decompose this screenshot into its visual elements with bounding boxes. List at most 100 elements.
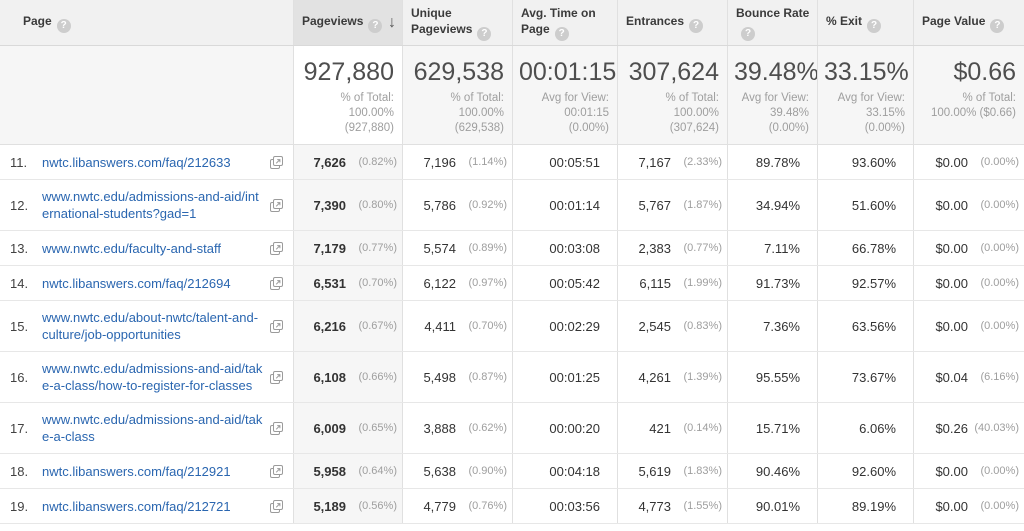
summary-subtext: (0.00%) bbox=[768, 122, 809, 134]
open-in-new-icon[interactable] bbox=[270, 198, 283, 212]
open-in-new-icon[interactable] bbox=[270, 370, 283, 384]
metric-value: 7,167 bbox=[638, 154, 671, 170]
page-link[interactable]: www.nwtc.edu/faculty-and-staff bbox=[42, 240, 221, 256]
avg-time-on-page-cell: 00:00:20 bbox=[512, 403, 617, 453]
metric-value: 63.56% bbox=[851, 318, 896, 334]
pageviews-cell: 7,179 (0.77%) bbox=[293, 231, 402, 265]
page-value-cell: $0.00 (0.00%) bbox=[913, 145, 1024, 179]
metric-value: 4,773 bbox=[638, 498, 671, 514]
column-header-percent-exit[interactable]: % Exit? bbox=[817, 0, 913, 45]
metric-percent: (0.56%) bbox=[358, 500, 397, 512]
page-link[interactable]: nwtc.libanswers.com/faq/212694 bbox=[42, 275, 231, 291]
summary-value: 307,624 bbox=[628, 58, 719, 86]
percent-exit-cell: 51.60% bbox=[817, 180, 913, 230]
metric-percent: (1.39%) bbox=[683, 371, 722, 383]
column-header-bounce-rate[interactable]: Bounce Rate? bbox=[727, 0, 817, 45]
bounce-rate-cell: 7.11% bbox=[727, 231, 817, 265]
summary-subtext: 33.15% bbox=[865, 107, 905, 119]
page-link[interactable]: nwtc.libanswers.com/faq/212721 bbox=[42, 498, 231, 514]
open-in-new-icon[interactable] bbox=[270, 241, 283, 255]
entrances-cell: 5,767 (1.87%) bbox=[617, 180, 727, 230]
metric-percent: (1.99%) bbox=[683, 277, 722, 289]
summary-subtext: 100.00% bbox=[673, 107, 719, 119]
metric-percent: (0.00%) bbox=[980, 199, 1019, 211]
metric-value: $0.00 bbox=[935, 240, 968, 256]
column-header-pageviews[interactable]: Pageviews? ↓ bbox=[293, 0, 402, 45]
metric-value: 00:05:51 bbox=[549, 154, 600, 170]
open-in-new-icon[interactable] bbox=[270, 319, 283, 333]
metric-percent: (6.16%) bbox=[980, 371, 1019, 383]
help-icon[interactable]: ? bbox=[990, 18, 1005, 33]
avg-time-on-page-cell: 00:05:51 bbox=[512, 145, 617, 179]
table-row: 12. www.nwtc.edu/admissions-and-aid/inte… bbox=[0, 180, 1024, 231]
summary-subtext: (0.00%) bbox=[864, 122, 905, 134]
page-link[interactable]: www.nwtc.edu/admissions-and-aid/internat… bbox=[42, 189, 259, 221]
open-in-new-icon[interactable] bbox=[270, 499, 283, 513]
bounce-rate-cell: 91.73% bbox=[727, 266, 817, 300]
help-icon[interactable]: ? bbox=[554, 26, 569, 41]
summary-value: 927,880 bbox=[303, 58, 394, 86]
help-icon[interactable]: ? bbox=[477, 26, 492, 41]
metric-value: $0.26 bbox=[935, 420, 968, 436]
metric-value: 6.06% bbox=[859, 420, 896, 436]
page-value-cell: $0.00 (0.00%) bbox=[913, 266, 1024, 300]
metric-value: 15.71% bbox=[755, 420, 800, 436]
open-in-new-icon[interactable] bbox=[270, 421, 283, 435]
metric-value: 7,626 bbox=[313, 154, 346, 170]
summary-subtext: 00:01:15 bbox=[564, 107, 609, 119]
help-icon[interactable]: ? bbox=[368, 18, 383, 33]
metric-value: 2,383 bbox=[638, 240, 671, 256]
page-cell: 11. nwtc.libanswers.com/faq/212633 bbox=[0, 145, 293, 179]
metric-value: 66.78% bbox=[851, 240, 896, 256]
open-in-new-icon[interactable] bbox=[270, 464, 283, 478]
metric-value: 6,108 bbox=[313, 369, 346, 385]
column-header-page-value[interactable]: Page Value? bbox=[913, 0, 1024, 45]
summary-page-cell bbox=[0, 46, 293, 144]
open-in-new-icon[interactable] bbox=[270, 155, 283, 169]
metric-percent: (0.67%) bbox=[358, 320, 397, 332]
metric-percent: (0.65%) bbox=[358, 422, 397, 434]
pageviews-cell: 6,531 (0.70%) bbox=[293, 266, 402, 300]
metric-value: 5,619 bbox=[638, 463, 671, 479]
metric-percent: (0.97%) bbox=[468, 277, 507, 289]
entrances-cell: 6,115 (1.99%) bbox=[617, 266, 727, 300]
summary-subtext: (629,538) bbox=[454, 122, 504, 134]
summary-subtext: Avg for View: bbox=[837, 92, 905, 104]
page-value-cell: $0.00 (0.00%) bbox=[913, 454, 1024, 488]
metric-value: 7.36% bbox=[763, 318, 800, 334]
metric-value: 5,498 bbox=[423, 369, 456, 385]
page-link[interactable]: nwtc.libanswers.com/faq/212921 bbox=[42, 463, 231, 479]
pageviews-cell: 6,108 (0.66%) bbox=[293, 352, 402, 402]
help-icon[interactable]: ? bbox=[867, 18, 882, 33]
page-link[interactable]: www.nwtc.edu/admissions-and-aid/take-a-c… bbox=[42, 361, 263, 393]
open-in-new-icon[interactable] bbox=[270, 276, 283, 290]
bounce-rate-cell: 15.71% bbox=[727, 403, 817, 453]
column-header-entrances[interactable]: Entrances? bbox=[617, 0, 727, 45]
page-link[interactable]: nwtc.libanswers.com/faq/212633 bbox=[42, 154, 231, 170]
metric-value: 6,216 bbox=[313, 318, 346, 334]
pageviews-cell: 5,189 (0.56%) bbox=[293, 489, 402, 523]
page-link[interactable]: www.nwtc.edu/admissions-and-aid/take-a-c… bbox=[42, 412, 263, 444]
unique-pageviews-cell: 4,779 (0.76%) bbox=[402, 489, 512, 523]
percent-exit-cell: 92.60% bbox=[817, 454, 913, 488]
sort-descending-icon[interactable]: ↓ bbox=[388, 13, 396, 31]
help-icon[interactable]: ? bbox=[56, 18, 71, 33]
metric-value: 5,189 bbox=[313, 498, 346, 514]
column-header-avg-time-on-page[interactable]: Avg. Time on Page? bbox=[512, 0, 617, 45]
help-icon[interactable]: ? bbox=[741, 26, 755, 41]
page-link[interactable]: www.nwtc.edu/about-nwtc/talent-and-cultu… bbox=[42, 310, 259, 342]
metric-value: $0.00 bbox=[935, 197, 968, 213]
metric-percent: (0.66%) bbox=[358, 371, 397, 383]
column-header-page[interactable]: Page? bbox=[0, 0, 293, 45]
summary-value: 39.48% bbox=[734, 58, 819, 86]
table-row: 18. nwtc.libanswers.com/faq/212921 5,958… bbox=[0, 454, 1024, 489]
table-row: 14. nwtc.libanswers.com/faq/212694 6,531… bbox=[0, 266, 1024, 301]
metric-value: 2,545 bbox=[638, 318, 671, 334]
metric-percent: (2.33%) bbox=[683, 156, 722, 168]
column-header-unique-pageviews[interactable]: Unique Pageviews? bbox=[402, 0, 512, 45]
page-value-cell: $0.26 (40.03%) bbox=[913, 403, 1024, 453]
help-icon[interactable]: ? bbox=[689, 18, 704, 33]
metric-value: $0.04 bbox=[935, 369, 968, 385]
metric-value: 6,009 bbox=[313, 420, 346, 436]
